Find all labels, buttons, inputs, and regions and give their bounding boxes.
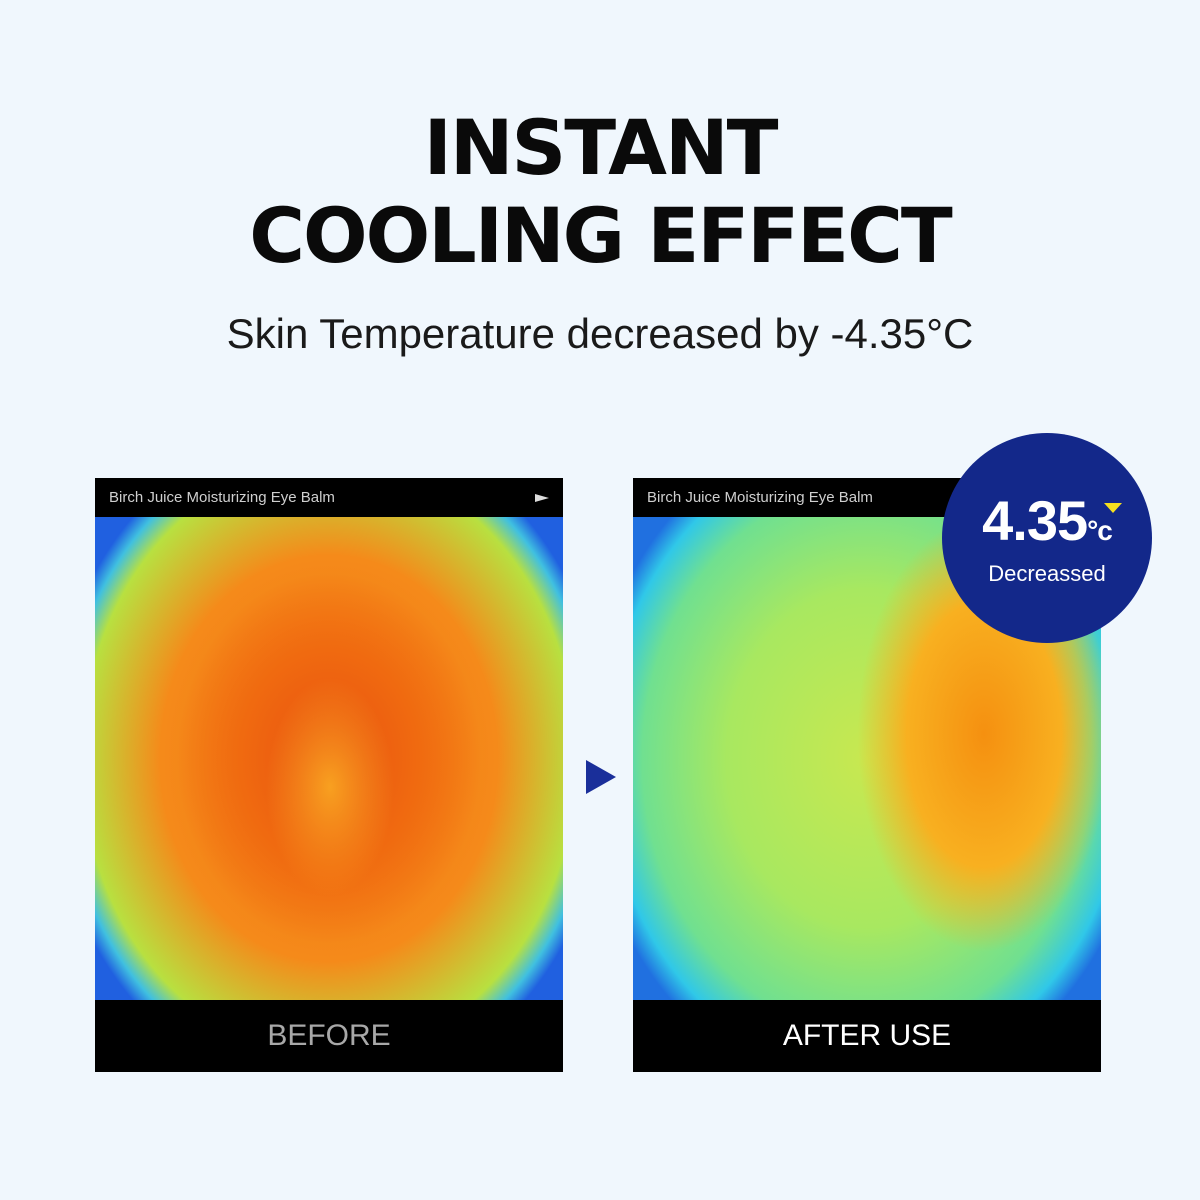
temperature-badge: 4.35°c Decreassed bbox=[942, 433, 1152, 643]
down-triangle-icon bbox=[1104, 503, 1122, 513]
badge-value-row: 4.35°c bbox=[942, 491, 1152, 561]
badge-value: 4.35 bbox=[982, 489, 1088, 552]
headline-line2: COOLING EFFECT bbox=[249, 191, 952, 280]
badge-unit: °c bbox=[1087, 515, 1113, 546]
panel-header: Birch Juice Moisturizing Eye Balm bbox=[633, 478, 1101, 517]
panel-header-text: Birch Juice Moisturizing Eye Balm bbox=[647, 489, 873, 506]
panel-header-text: Birch Juice Moisturizing Eye Balm bbox=[109, 489, 335, 506]
panel-label-before: BEFORE bbox=[267, 1019, 391, 1052]
panel-label-after: AFTER USE bbox=[782, 1019, 952, 1052]
subtitle: Skin Temperature decreased by -4.35°C bbox=[226, 310, 974, 357]
arrow-right-icon bbox=[586, 760, 616, 794]
panel-header: Birch Juice Moisturizing Eye Balm bbox=[95, 478, 563, 517]
thermal-image-before bbox=[95, 517, 563, 1000]
play-icon bbox=[535, 494, 549, 502]
before-panel: Birch Juice Moisturizing Eye Balm BEFORE bbox=[95, 478, 563, 1072]
headline-line1: INSTANT bbox=[423, 103, 779, 192]
badge-label: Decreassed bbox=[988, 561, 1106, 586]
